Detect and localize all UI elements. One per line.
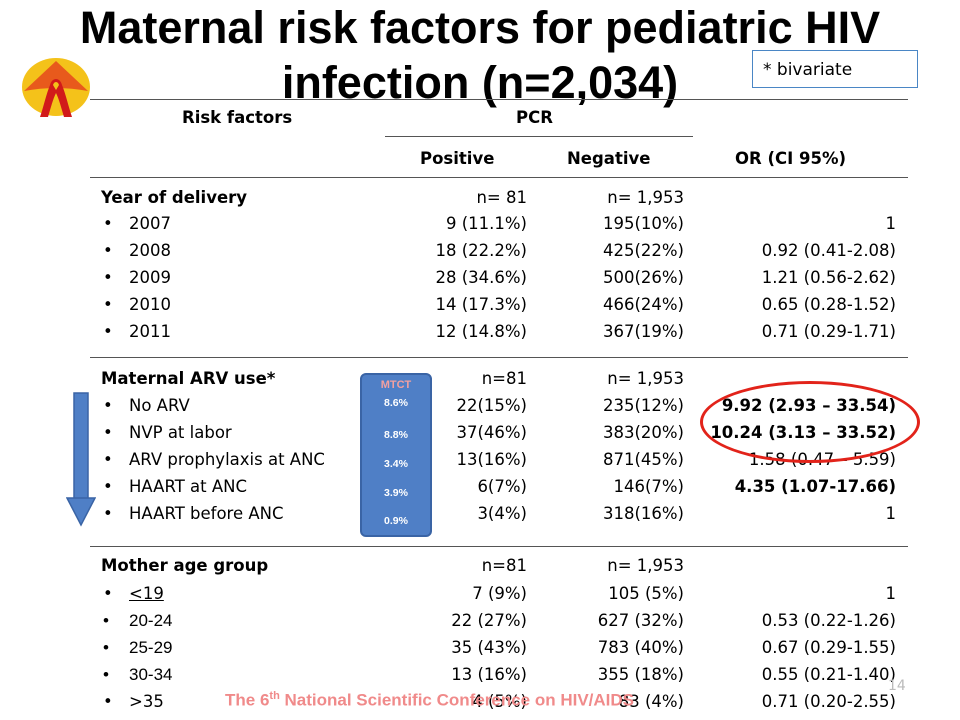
- group-label: Year of delivery: [101, 188, 248, 207]
- highlight-oval: [700, 381, 920, 463]
- row-negative: 367(19%): [602, 322, 684, 341]
- row-positive: 22 (27%): [451, 611, 527, 630]
- row-negative: 466(24%): [602, 295, 684, 314]
- pcr-rule: [385, 136, 693, 137]
- row-odds-ratio: 0.71 (0.29-1.71): [761, 322, 896, 341]
- row-positive: 6(7%): [477, 477, 527, 496]
- row-negative: 318(16%): [602, 504, 684, 523]
- row-label: 30-34: [103, 665, 173, 685]
- row-positive: 22(15%): [456, 396, 527, 415]
- row-negative: 783 (40%): [597, 638, 684, 657]
- row-positive: 35 (43%): [451, 638, 527, 657]
- group-label: Maternal ARV use*: [101, 369, 276, 388]
- row-odds-ratio: 0.71 (0.20-2.55): [761, 692, 896, 711]
- group-divider-1: [90, 357, 908, 358]
- mtct-value: 8.8%: [384, 429, 408, 441]
- header-negative: Negative: [567, 149, 651, 168]
- row-negative: 383(20%): [602, 423, 684, 442]
- row-positive: 13 (16%): [451, 665, 527, 684]
- row-positive: 18 (22.2%): [435, 241, 527, 260]
- row-label: >35: [103, 692, 164, 711]
- row-odds-ratio: 4.35 (1.07-17.66): [734, 477, 896, 496]
- header-or: OR (CI 95%): [735, 149, 847, 168]
- row-negative: 627 (32%): [597, 611, 684, 630]
- header-pcr: PCR: [516, 108, 553, 127]
- row-label: ARV prophylaxis at ANC: [103, 450, 325, 469]
- title-line-1: Maternal risk factors for pediatric HIV: [79, 2, 881, 53]
- ribbon-hat-logo: [22, 58, 90, 117]
- header-risk-factors: Risk factors: [182, 108, 293, 127]
- group-negative-n: n= 1,953: [607, 369, 684, 388]
- row-odds-ratio: 0.53 (0.22-1.26): [761, 611, 896, 630]
- row-positive: 12 (14.8%): [435, 322, 527, 341]
- row-positive: 14 (17.3%): [435, 295, 527, 314]
- row-negative: 355 (18%): [597, 665, 684, 684]
- row-label: 20-24: [103, 611, 173, 631]
- row-odds-ratio: 1: [885, 214, 897, 233]
- row-odds-ratio: 0.67 (0.29-1.55): [761, 638, 896, 657]
- row-label: 2009: [103, 268, 171, 287]
- row-label: 2011: [103, 322, 171, 341]
- mtct-value: 3.4%: [384, 458, 408, 470]
- group-negative-n: n= 1,953: [607, 188, 684, 207]
- row-label: 2010: [103, 295, 171, 314]
- row-label: NVP at labor: [103, 423, 232, 442]
- row-positive: 37(46%): [456, 423, 527, 442]
- header-positive: Positive: [420, 149, 495, 168]
- row-odds-ratio: 0.92 (0.41-2.08): [761, 241, 896, 260]
- page-number: 14: [888, 678, 906, 694]
- slide-title: Maternal risk factors for pediatric HIV …: [0, 0, 960, 110]
- row-negative: 425(22%): [602, 241, 684, 260]
- row-odds-ratio: 1: [885, 584, 897, 603]
- group-positive-n: n=81: [481, 556, 527, 575]
- mtct-value: 0.9%: [384, 515, 408, 527]
- row-label: <19: [103, 584, 164, 603]
- mtct-label: MTCT: [380, 379, 412, 391]
- row-positive: 3(4%): [477, 504, 527, 523]
- row-label: HAART before ANC: [103, 504, 283, 523]
- row-odds-ratio: 1: [885, 504, 897, 523]
- row-positive: 28 (34.6%): [435, 268, 527, 287]
- group-label: Mother age group: [101, 556, 269, 575]
- row-odds-ratio: 0.55 (0.21-1.40): [761, 665, 896, 684]
- row-label: HAART at ANC: [103, 477, 247, 496]
- mtct-box: MTCT 8.6% 8.8% 3.4% 3.9% 0.9%: [360, 373, 432, 537]
- row-negative: 500(26%): [602, 268, 684, 287]
- row-label: 25-29: [103, 638, 173, 658]
- row-negative: 83 (4%): [618, 692, 684, 711]
- row-odds-ratio: 1.21 (0.56-2.62): [761, 268, 896, 287]
- row-label: No ARV: [103, 396, 190, 415]
- row-positive: 13(16%): [456, 450, 527, 469]
- row-negative: 146(7%): [613, 477, 684, 496]
- row-negative: 871(45%): [602, 450, 684, 469]
- row-positive: 9 (11.1%): [445, 214, 527, 233]
- group-divider-2: [90, 546, 908, 547]
- down-arrow-icon: [66, 392, 96, 527]
- row-odds-ratio: 0.65 (0.28-1.52): [761, 295, 896, 314]
- row-positive: 4 (5%): [472, 692, 527, 711]
- group-negative-n: n= 1,953: [607, 556, 684, 575]
- row-negative: 105 (5%): [608, 584, 684, 603]
- group-positive-n: n=81: [481, 369, 527, 388]
- row-negative: 235(12%): [602, 396, 684, 415]
- group-positive-n: n= 81: [476, 188, 527, 207]
- row-label: 2008: [103, 241, 171, 260]
- row-positive: 7 (9%): [472, 584, 527, 603]
- row-negative: 195(10%): [602, 214, 684, 233]
- conference-footer: The 6th National Scientific Conference o…: [225, 690, 635, 710]
- row-label: 2007: [103, 214, 171, 233]
- header-bottom-rule: [90, 177, 908, 178]
- top-rule: [90, 99, 908, 100]
- mtct-value: 8.6%: [384, 397, 408, 409]
- mtct-value: 3.9%: [384, 487, 408, 499]
- bivariate-note: * bivariate: [752, 50, 918, 88]
